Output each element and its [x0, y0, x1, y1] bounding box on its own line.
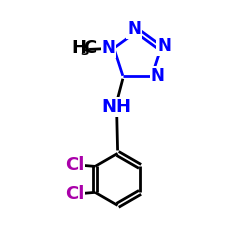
Text: H: H — [71, 39, 86, 57]
Text: N: N — [127, 20, 141, 38]
Text: Cl: Cl — [65, 156, 84, 174]
Text: 3: 3 — [80, 45, 89, 58]
Text: N: N — [102, 39, 115, 57]
Text: Cl: Cl — [65, 184, 84, 202]
Text: NH: NH — [102, 98, 132, 116]
Text: N: N — [157, 37, 171, 55]
Text: C: C — [83, 39, 96, 57]
Text: N: N — [150, 67, 164, 85]
